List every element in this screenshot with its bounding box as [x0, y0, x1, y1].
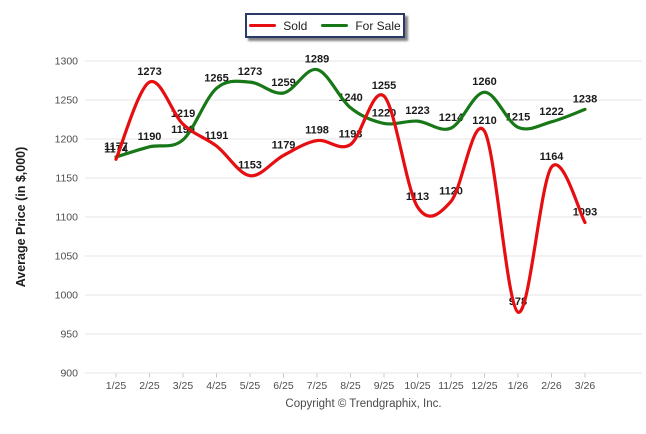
- x-axis-tick-label: 5/25: [240, 380, 261, 392]
- chart-line-for-sale: [114, 67, 587, 159]
- y-axis-tick-label: 950: [60, 329, 78, 341]
- chart-line-sold: [114, 80, 587, 314]
- data-label-for-sale: 1222: [539, 106, 563, 118]
- x-axis-tick-label: 10/25: [404, 380, 430, 392]
- data-label-sold: 1153: [238, 160, 262, 172]
- y-axis-tick-label: 1100: [55, 212, 78, 224]
- x-axis-tick-label: 2/25: [139, 380, 160, 392]
- y-axis-tick-label: 1200: [55, 134, 79, 146]
- x-axis-tick-label: 7/25: [307, 380, 328, 392]
- data-label-for-sale: 1223: [405, 105, 429, 117]
- y-axis-tick-label: 1250: [55, 95, 79, 107]
- x-axis-tick-label: 4/25: [206, 380, 227, 392]
- data-label-sold: 1093: [573, 206, 597, 218]
- y-axis-tick-label: 1150: [55, 173, 78, 185]
- x-axis-tick-label: 3/26: [575, 380, 596, 392]
- sold-legend-swatch: [249, 24, 277, 27]
- data-label-for-sale: 1238: [573, 93, 597, 105]
- data-label-sold: 1255: [372, 80, 396, 92]
- y-axis-tick-label: 1050: [55, 251, 79, 263]
- data-label-sold: 1210: [472, 115, 496, 127]
- data-label-sold: 1191: [205, 130, 229, 142]
- data-label-sold: 1198: [305, 125, 329, 137]
- data-label-sold: 1120: [439, 185, 463, 197]
- data-label-for-sale: 1190: [138, 131, 162, 143]
- forsale-legend-label: For Sale: [355, 18, 401, 33]
- chart-legend: Sold For Sale: [245, 13, 405, 38]
- y-axis-tick-label: 1300: [55, 56, 79, 68]
- data-label-for-sale: 1273: [238, 66, 262, 78]
- data-label-sold: 1174: [104, 143, 129, 155]
- y-axis-tick-label: 1000: [55, 290, 79, 302]
- data-label-for-sale: 1260: [472, 76, 496, 88]
- x-axis-tick-label: 2/26: [541, 380, 562, 392]
- x-axis-tick-label: 1/26: [508, 380, 529, 392]
- forsale-legend-swatch: [321, 24, 349, 27]
- data-label-sold: 1179: [272, 139, 296, 151]
- data-label-sold: 1164: [540, 151, 565, 163]
- sold-legend-label: Sold: [283, 18, 308, 33]
- x-axis-tick-label: 3/25: [173, 380, 194, 392]
- x-axis-tick-label: 1/25: [106, 380, 127, 392]
- data-label-for-sale: 1265: [204, 72, 228, 84]
- x-axis-tick-label: 6/25: [273, 380, 294, 392]
- x-axis-tick-label: 11/25: [438, 380, 464, 392]
- data-label-for-sale: 1259: [271, 77, 295, 89]
- x-axis-tick-label: 12/25: [471, 380, 497, 392]
- x-axis-tick-label: 8/25: [340, 380, 361, 392]
- y-axis-tick-label: 900: [60, 368, 78, 380]
- data-label-sold: 1273: [137, 66, 161, 78]
- copyright-text: Copyright © Trendgraphix, Inc.: [285, 398, 442, 410]
- x-axis-tick-label: 9/25: [374, 380, 395, 392]
- data-label-for-sale: 1289: [305, 54, 329, 66]
- data-label-sold: 1113: [406, 191, 429, 203]
- data-label-for-sale: 1177: [104, 141, 128, 153]
